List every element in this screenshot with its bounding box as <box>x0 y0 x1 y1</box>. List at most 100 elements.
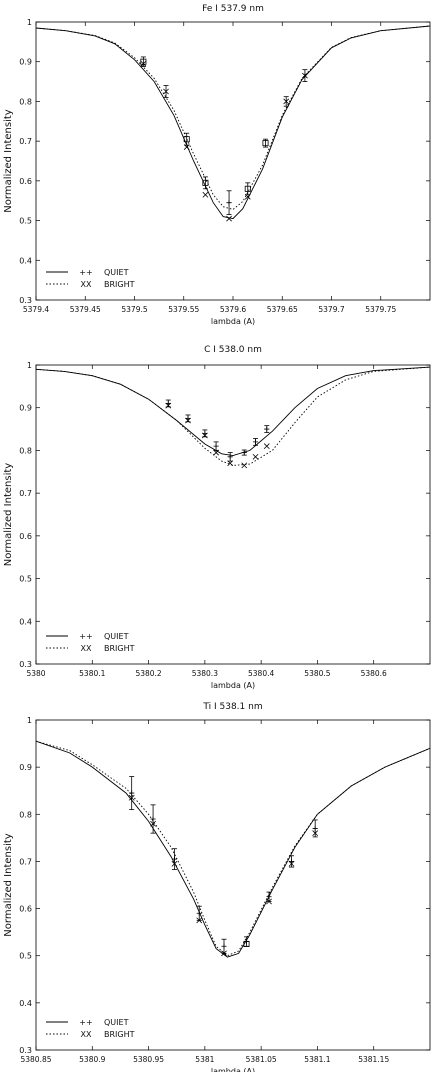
data-point-plus <box>196 910 202 916</box>
series-line-solid <box>36 25 430 220</box>
x-axis-label: lambda (A) <box>211 681 255 690</box>
chart-panel-3: Ti I 538.1 nm 0.3 0.4 0.5 0.6 0.7 0.8 0.9 1 5380.… <box>3 702 431 1072</box>
data-point-square <box>243 940 250 947</box>
y-tick-label: 0.4 <box>19 617 32 626</box>
x-tick-label: 5380.2 <box>135 669 161 678</box>
x-tick-label: 5381 <box>195 1055 214 1064</box>
plot-frame <box>35 719 431 1051</box>
x-axis-label: lambda (A) <box>211 1067 255 1072</box>
data-point-x <box>140 60 147 67</box>
y-tick-label: 0.9 <box>19 404 32 413</box>
y-tick-label: 0.5 <box>19 952 32 961</box>
legend-marker-label: XX <box>81 644 92 653</box>
y-tick-label: 0.9 <box>19 763 32 772</box>
y-tick-label: 1 <box>27 716 32 725</box>
data-point-x <box>213 449 219 456</box>
data-point-x <box>283 98 290 105</box>
data-point-plus <box>213 443 219 449</box>
data-point-x <box>302 72 308 79</box>
x-tick-label: 5380.1 <box>79 669 105 678</box>
y-tick-label: 0.5 <box>19 575 32 584</box>
data-point-x <box>241 462 248 469</box>
x-tick-label: 5380.5 <box>304 669 330 678</box>
data-point-square <box>202 179 209 186</box>
chart-title: Ti I 538.1 nm <box>202 702 262 712</box>
data-point-x <box>128 794 135 801</box>
data-point-x <box>266 898 272 905</box>
y-axis-label: Normalized Intensity <box>3 109 14 212</box>
y-tick-label: 0.6 <box>19 532 32 541</box>
data-point-square <box>262 140 269 147</box>
y-tick-label: 0.6 <box>19 905 32 914</box>
x-tick-label: 5380.85 <box>20 1055 51 1064</box>
plot-frame <box>35 364 431 665</box>
series-line-dotted <box>36 740 430 957</box>
y-tick-label: 0.9 <box>19 58 32 67</box>
data-point-x <box>227 460 234 467</box>
x-tick-label: 5381.15 <box>358 1055 389 1064</box>
series-line-solid <box>36 366 430 457</box>
data-point-plus <box>264 426 270 432</box>
data-point-x <box>171 860 178 867</box>
data-point-square <box>244 185 251 192</box>
legend-marker-label: ++ <box>79 268 92 277</box>
x-tick-label: 5379.4 <box>23 305 49 314</box>
y-tick-label: 0.7 <box>19 489 32 498</box>
data-point-plus <box>227 454 233 460</box>
data-point-x <box>221 950 227 957</box>
data-point-x <box>202 191 209 198</box>
chart-title: C I 538.0 nm <box>204 345 262 355</box>
y-tick-label: 0.5 <box>19 217 32 226</box>
y-tick-label: 0.6 <box>19 177 32 186</box>
data-point-plus <box>312 825 318 832</box>
series-line-dotted <box>36 25 430 210</box>
legend-marker-label: ++ <box>79 1018 92 1027</box>
data-point-x <box>226 215 232 222</box>
y-tick-label: 0.8 <box>19 446 32 455</box>
y-tick-label: 0.3 <box>19 1046 32 1055</box>
y-tick-label: 0.4 <box>19 999 32 1008</box>
data-point-plus <box>150 816 156 822</box>
x-tick-label: 5380.6 <box>361 669 387 678</box>
data-point-plus <box>129 790 135 796</box>
y-tick-label: 0.8 <box>19 97 32 106</box>
data-point-x <box>163 88 169 95</box>
y-axis-label: Normalized Intensity <box>3 463 14 566</box>
data-point-square <box>183 136 190 143</box>
x-tick-label: 5379.6 <box>220 305 246 314</box>
data-point-x <box>244 193 251 200</box>
x-tick-label: 5379.5 <box>121 305 147 314</box>
x-tick-label: 5381.05 <box>246 1055 277 1064</box>
y-axis-label: Normalized Intensity <box>3 833 14 936</box>
legend-marker-label: XX <box>81 280 92 289</box>
legend-label: QUIET <box>104 1018 129 1027</box>
x-axis-label: lambda (A) <box>211 317 255 326</box>
data-point-square <box>140 58 147 65</box>
data-point-plus <box>226 200 232 206</box>
x-tick-label: 5380 <box>26 669 45 678</box>
plot-frame <box>35 21 431 301</box>
data-point-x <box>150 820 156 827</box>
legend-marker-label: ++ <box>79 632 92 641</box>
legend-marker-label: XX <box>81 1030 92 1039</box>
x-tick-label: 5379.75 <box>365 305 396 314</box>
data-point-x <box>201 432 208 439</box>
x-tick-label: 5380.95 <box>133 1055 164 1064</box>
data-point-x <box>185 417 191 424</box>
legend-label: QUIET <box>104 268 129 277</box>
data-point-x <box>183 144 190 150</box>
x-tick-label: 5380.9 <box>79 1055 105 1064</box>
y-tick-label: 0.4 <box>19 256 32 265</box>
data-point-x <box>196 917 203 924</box>
data-point-plus <box>241 449 247 456</box>
chart-panel-1: Fe I 537.9 nm 0.3 0.4 0.5 0.6 0.7 0.8 0.9 1 5379.… <box>3 4 431 326</box>
y-tick-label: 0.8 <box>19 810 32 819</box>
chart-panel-2: C I 538.0 nm 0.3 0.4 0.5 0.6 0.7 0.8 0.9 1 5380 53… <box>3 345 431 690</box>
y-tick-label: 0.7 <box>19 857 32 866</box>
chart-title: Fe I 537.9 nm <box>202 4 264 14</box>
data-point-plus <box>266 894 272 900</box>
data-point-plus <box>171 856 178 862</box>
series-line-dotted <box>36 366 430 466</box>
y-tick-label: 1 <box>27 18 32 27</box>
